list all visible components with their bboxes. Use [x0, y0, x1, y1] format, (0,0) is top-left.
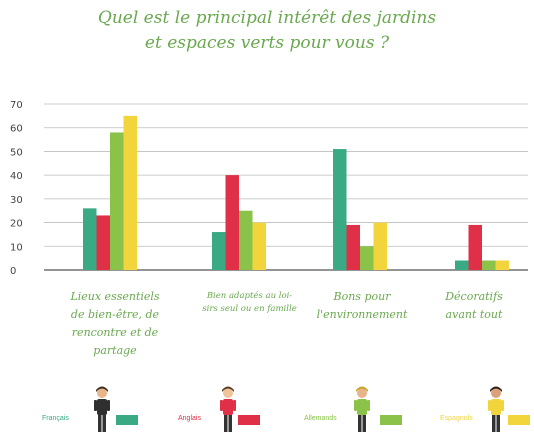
bar	[110, 132, 124, 270]
x-tick-label: Bien adaptés au loi- sirs seul ou en fam…	[202, 291, 297, 314]
bar	[495, 260, 509, 270]
bar	[252, 222, 266, 270]
x-tick-label: Décoratifs avant tout	[445, 290, 503, 321]
legend-swatch	[380, 415, 402, 425]
bar	[333, 149, 347, 270]
y-tick-label: 50	[10, 147, 23, 158]
person-icon	[354, 386, 370, 432]
bar	[373, 222, 387, 270]
bar	[96, 215, 110, 270]
y-tick-label: 10	[10, 242, 23, 253]
legend-label: Anglais	[178, 415, 201, 422]
legend-label: Allemands	[304, 415, 337, 422]
bar	[239, 210, 253, 270]
bar	[360, 246, 374, 270]
y-tick-label: 0	[10, 266, 16, 277]
bar	[123, 115, 137, 270]
x-tick-label: Lieux essentiels de bien-être, de rencon…	[70, 290, 160, 357]
bar	[212, 232, 226, 270]
legend-label: Espagnols	[440, 415, 473, 422]
legend-label: Français	[42, 415, 69, 422]
person-icon	[488, 386, 504, 432]
bar	[346, 224, 360, 270]
legend-swatch	[238, 415, 260, 425]
person-icon	[94, 386, 110, 432]
legend-swatch	[116, 415, 138, 425]
bar	[455, 260, 469, 270]
y-tick-label: 70	[10, 100, 23, 111]
chart-title-line-1: Quel est le principal intérêt des jardin…	[97, 8, 437, 28]
person-icon	[220, 386, 236, 432]
x-tick-label: Bons pour l'environnement	[316, 290, 408, 321]
chart-title-line-2: et espaces verts pour vous ?	[144, 33, 390, 53]
y-tick-label: 20	[10, 219, 23, 230]
y-tick-label: 40	[10, 171, 23, 182]
bar	[83, 208, 97, 270]
bar	[225, 175, 239, 270]
bar	[468, 224, 482, 270]
y-tick-label: 30	[10, 195, 23, 206]
chart-title: Quel est le principal intérêt des jardin…	[0, 6, 534, 56]
bar	[482, 260, 496, 270]
y-tick-label: 60	[10, 124, 23, 135]
legend-swatch	[508, 415, 530, 425]
